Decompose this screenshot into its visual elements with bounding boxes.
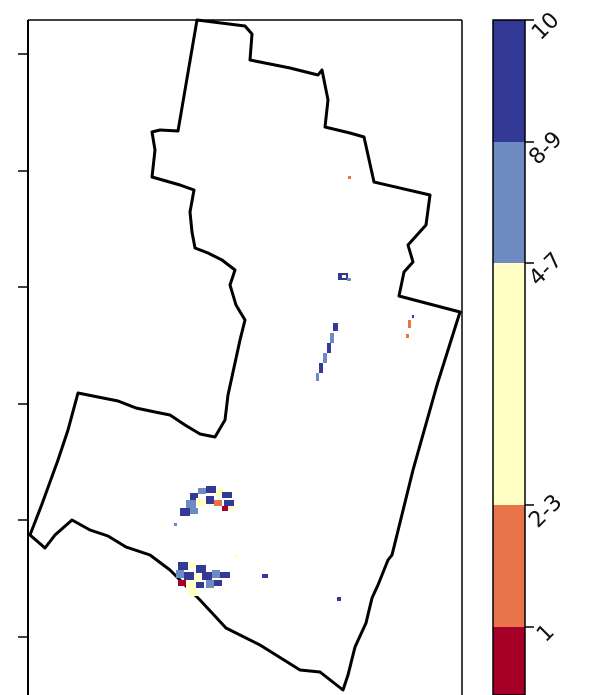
colorbar-label: 8-9: [524, 127, 567, 170]
colorbar-swatch: [493, 263, 525, 505]
colorbar-swatch: [493, 627, 525, 695]
colorbar-label: 4-7: [524, 248, 567, 291]
colorbar-labels: 10 8-9 4-7 2-3 1: [524, 8, 567, 648]
pixel-cluster-north: [338, 176, 351, 281]
colorbar-frame: [492, 19, 526, 695]
colorbar-label: 1: [532, 620, 560, 648]
region-boundary: [28, 18, 462, 692]
colorbar-ticks: [525, 19, 534, 628]
pixel-cluster-south: [176, 555, 341, 601]
colorbar-label: 10: [527, 8, 564, 45]
colorbar-swatch: [493, 505, 525, 627]
pixel-cluster-streak: [316, 315, 414, 381]
map-y-ticks: [18, 53, 28, 638]
pixel-cluster-middle: [174, 486, 234, 526]
colorbar-label: 2-3: [524, 490, 567, 533]
class-pixels: [174, 176, 414, 601]
colorbar-swatches: [493, 20, 525, 695]
colorbar: 10 8-9 4-7 2-3 1: [492, 8, 567, 695]
colorbar-swatch: [493, 20, 525, 142]
colorbar-swatch: [493, 142, 525, 263]
map-panel: [18, 18, 463, 695]
